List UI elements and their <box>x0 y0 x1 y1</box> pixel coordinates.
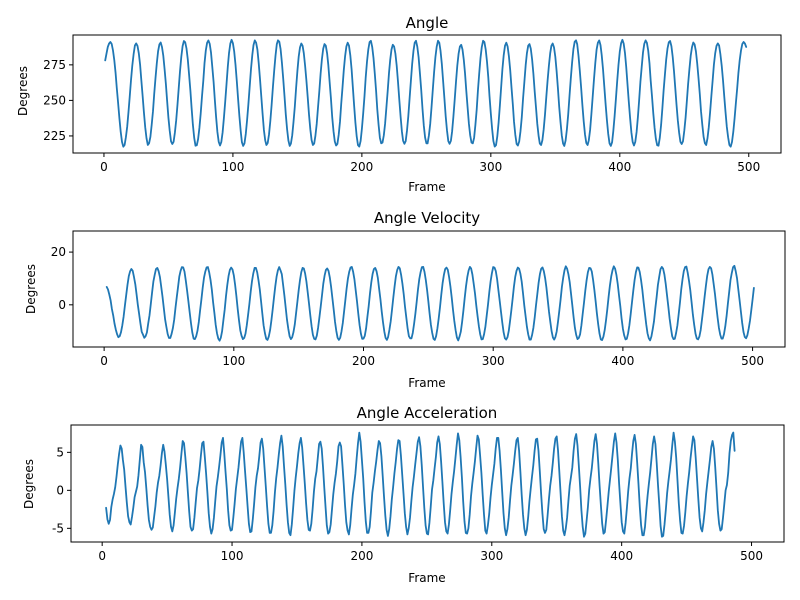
x-tick-label: 500 <box>740 549 763 563</box>
axes-frame <box>70 424 785 543</box>
x-tick-label: 500 <box>741 354 764 368</box>
x-tick-label: 0 <box>98 549 106 563</box>
y-axis-label: Degrees <box>16 66 30 116</box>
x-tick-label: 200 <box>350 160 373 174</box>
x-tick-label: 0 <box>100 354 108 368</box>
subplot-angle-velocity: Angle Velocity 0 100 200 300 400 500 0 20 Frame… <box>24 209 786 390</box>
series-line <box>105 264 755 342</box>
x-axis-label: Frame <box>408 376 445 390</box>
x-tick-label: 400 <box>608 160 631 174</box>
y-tick-label: 5 <box>56 445 64 459</box>
x-tick-label: 100 <box>221 160 244 174</box>
x-tick-label: 400 <box>610 549 633 563</box>
x-tick-label: 200 <box>352 354 375 368</box>
x-tick-label: 300 <box>482 354 505 368</box>
y-tick-label: -5 <box>52 521 64 535</box>
x-axis-label: Frame <box>408 180 445 194</box>
x-tick-label: 400 <box>611 354 634 368</box>
plot-area: 0 100 200 300 400 500 0 20 <box>51 230 786 368</box>
x-tick-label: 300 <box>479 160 502 174</box>
x-tick-label: 200 <box>350 549 373 563</box>
plot-area: 0 100 200 300 400 500 225 250 275 <box>43 34 782 174</box>
x-tick-label: 300 <box>480 549 503 563</box>
series-line <box>104 38 748 148</box>
subplot-angle: Angle 0 100 200 300 400 500 225 250 275 Frame De… <box>16 14 782 194</box>
y-axis-label: Degrees <box>24 264 38 314</box>
plot-area: 0 100 200 300 400 500 -5 0 5 <box>52 424 785 563</box>
y-tick-label: 20 <box>51 245 66 259</box>
axes-frame <box>72 230 786 348</box>
chart-title: Angle <box>406 14 449 32</box>
x-tick-label: 500 <box>737 160 760 174</box>
y-tick-label: 275 <box>43 58 66 72</box>
y-tick-label: 0 <box>56 483 64 497</box>
y-tick-label: 0 <box>58 298 66 312</box>
x-tick-label: 0 <box>100 160 108 174</box>
y-axis-label: Degrees <box>22 459 36 509</box>
chart-title: Angle Acceleration <box>357 404 498 422</box>
subplot-angle-acceleration: Angle Acceleration 0 100 200 300 400 500-505 … <box>22 404 785 585</box>
y-tick-label: 250 <box>43 93 66 107</box>
axes-frame <box>72 34 782 154</box>
chart-title: Angle Velocity <box>374 209 480 227</box>
y-tick-label: 225 <box>43 129 66 143</box>
x-axis-label: Frame <box>408 571 445 585</box>
x-tick-label: 100 <box>221 549 244 563</box>
x-tick-label: 100 <box>222 354 245 368</box>
series-line <box>105 431 736 538</box>
